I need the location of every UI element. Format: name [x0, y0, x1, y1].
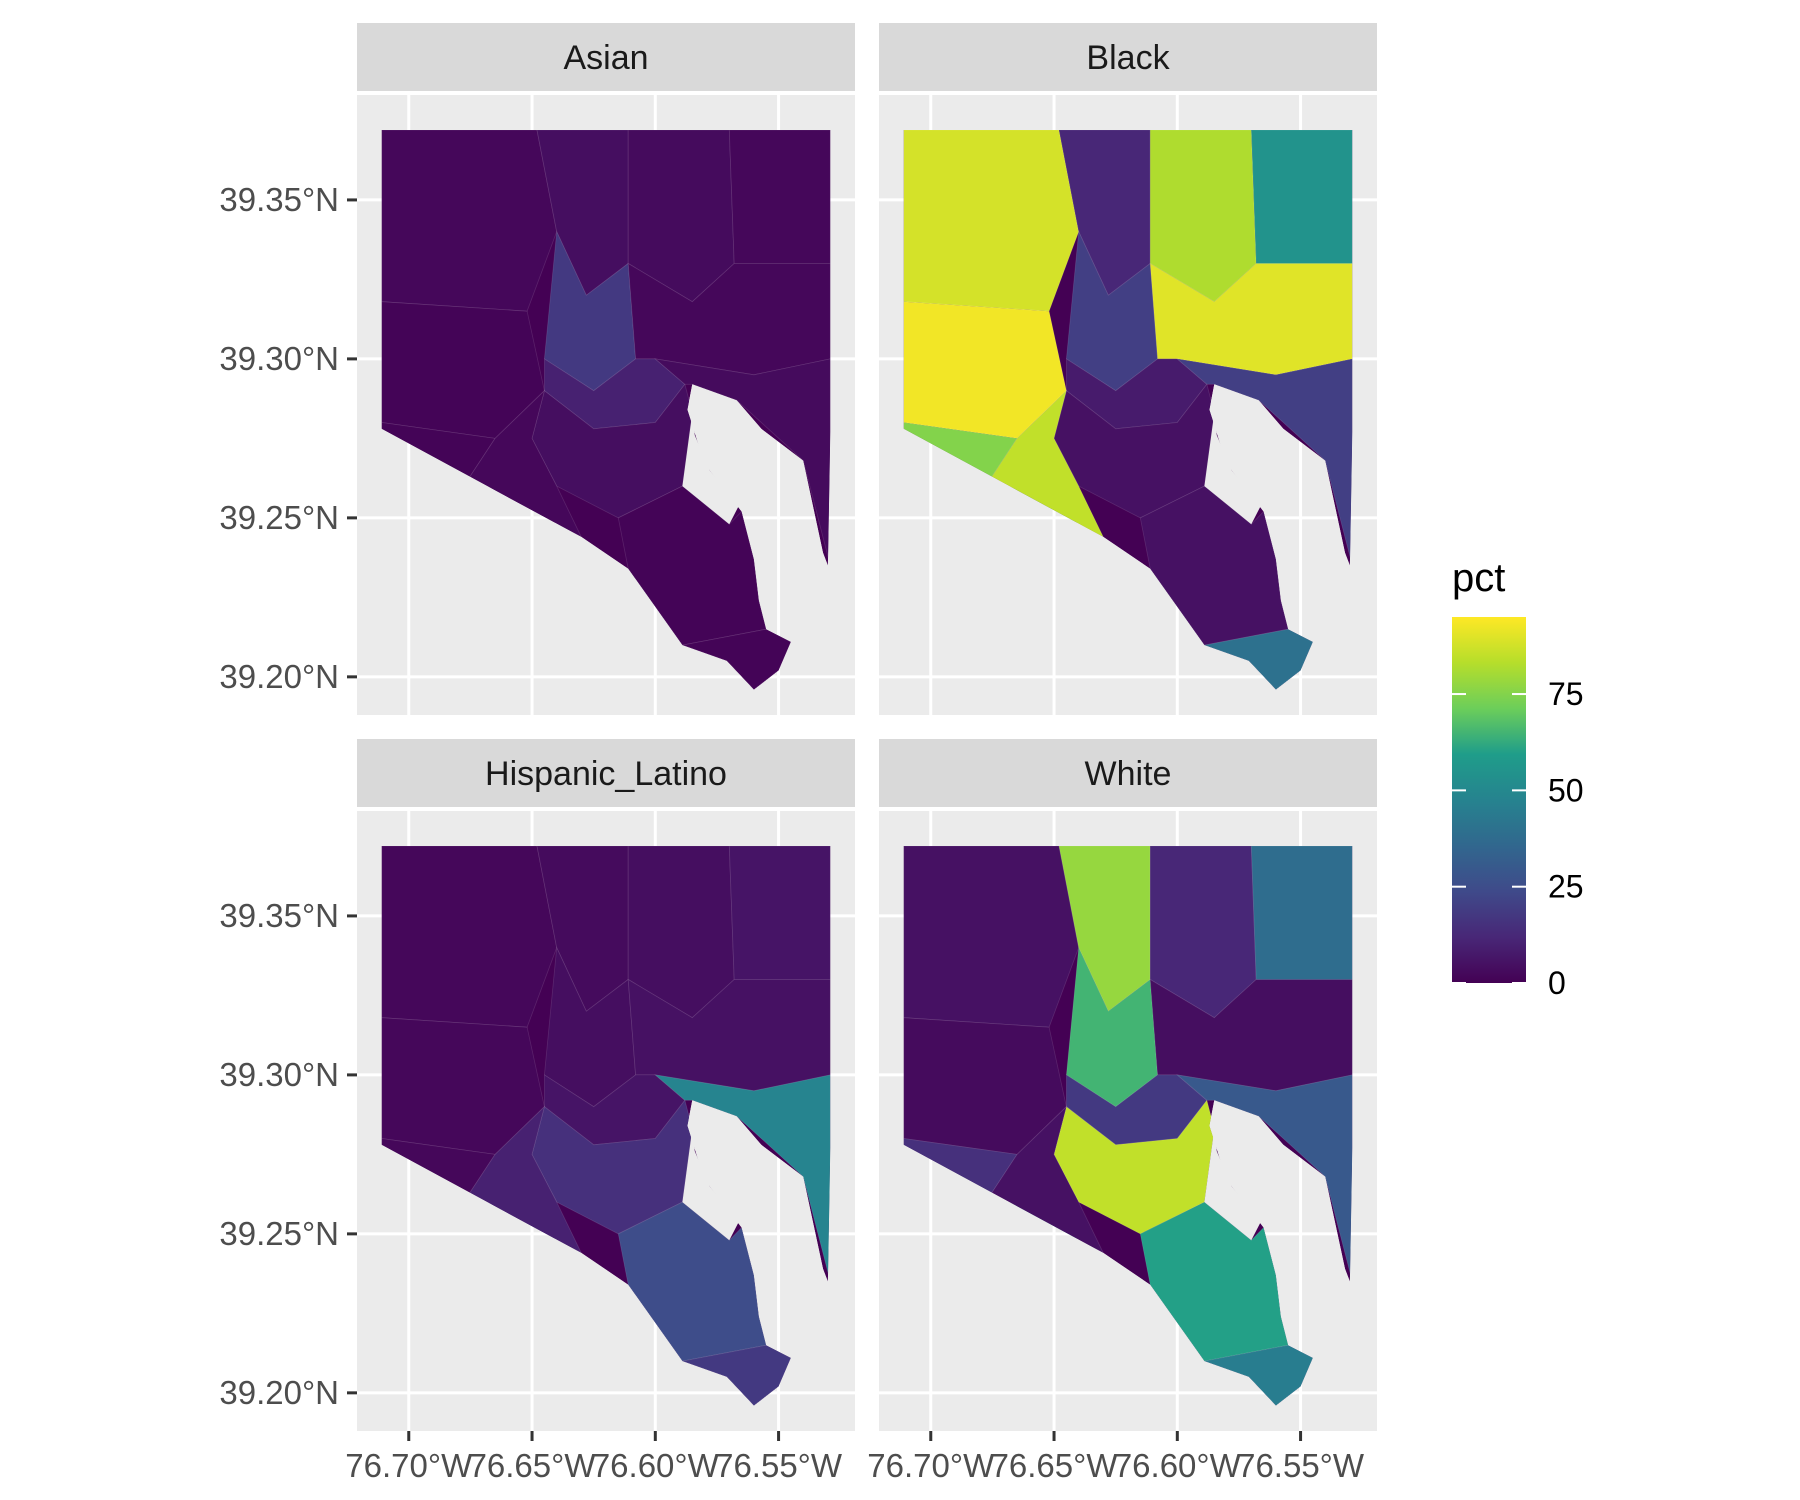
tract-zone-northeast: [1149, 846, 1257, 1019]
tract-zone-southeast: [653, 1074, 831, 1282]
facet-strip: [879, 23, 1377, 91]
y-tick-label: 39.25°N: [219, 499, 339, 536]
facet-strip-label: Black: [1086, 39, 1170, 77]
tract-zone-northwest: [903, 130, 1080, 312]
facet-panel-hispanic-latino: Hispanic_Latino 39.35°N 39.30°N 39.25°N 39.2…: [219, 739, 855, 1484]
tract-zone-northeast: [627, 846, 735, 1019]
legend-tick-label: 75: [1548, 676, 1584, 712]
y-tick-label: 39.30°N: [219, 340, 339, 377]
facet-panel-white: White 76.70°W76.65°W76.60°W76.55°W: [867, 739, 1377, 1484]
y-tick-label: 39.20°N: [219, 1374, 339, 1411]
x-tick-label: 76.60°W: [592, 1447, 720, 1484]
x-tick-label: 76.70°W: [345, 1447, 473, 1484]
x-tick-label: 76.60°W: [1114, 1447, 1242, 1484]
facet-panel-black: Black: [879, 23, 1377, 715]
legend-tick-label: 0: [1548, 965, 1566, 1001]
facet-strip: [357, 739, 855, 807]
tract-zone-northwest: [381, 846, 558, 1028]
tract-zone-far-northeast: [728, 846, 831, 980]
x-tick-label: 76.65°W: [991, 1447, 1119, 1484]
tract-zone-south-peninsula: [1139, 1201, 1289, 1362]
tract-zone-far-south: [1202, 628, 1314, 690]
facet-strip: [357, 23, 855, 91]
x-tick-label: 76.55°W: [715, 1447, 843, 1484]
zone-group: [381, 130, 831, 690]
facet-strip-label: Hispanic_Latino: [485, 755, 727, 793]
x-tick-label: 76.55°W: [1237, 1447, 1365, 1484]
x-tick-label: 76.70°W: [867, 1447, 995, 1484]
harbor-water: [682, 412, 740, 525]
y-tick-label: 39.35°N: [219, 897, 339, 934]
tract-zone-far-south: [680, 1344, 792, 1406]
tract-zone-west-central: [903, 301, 1067, 439]
zone-group: [903, 846, 1353, 1406]
y-tick-label: 39.25°N: [219, 1215, 339, 1252]
tract-zone-southeast: [1175, 358, 1353, 566]
tract-zone-west-central: [381, 301, 545, 439]
zone-group: [903, 130, 1353, 690]
zone-group: [381, 846, 831, 1406]
facet-strip-label: Asian: [563, 39, 648, 77]
harbor-water: [1204, 412, 1262, 525]
harbor-water: [682, 1128, 740, 1241]
facet-panel-asian: Asian 39.35°N 39.30°N 39.25°N 39.20°N: [219, 23, 855, 715]
y-tick-label: 39.35°N: [219, 181, 339, 218]
tract-zone-northwest: [903, 846, 1080, 1028]
x-tick-label: 76.65°W: [469, 1447, 597, 1484]
tract-zone-far-northeast: [728, 130, 831, 264]
legend-tick-label: 50: [1548, 772, 1584, 808]
harbor-water: [1204, 1128, 1262, 1241]
legend-title: pct: [1452, 556, 1505, 600]
tract-zone-northwest: [381, 130, 558, 312]
tract-zone-southeast: [653, 358, 831, 566]
tract-zone-southeast: [1175, 1074, 1353, 1282]
legend-colorbar: [1452, 617, 1526, 983]
tract-zone-far-northeast: [1250, 846, 1353, 980]
tract-zone-far-northeast: [1250, 130, 1353, 264]
y-tick-label: 39.20°N: [219, 658, 339, 695]
y-tick-label: 39.30°N: [219, 1056, 339, 1093]
facet-strip-label: White: [1085, 755, 1172, 793]
tract-zone-far-south: [680, 628, 792, 690]
facet-strip: [879, 739, 1377, 807]
tract-zone-far-south: [1202, 1344, 1314, 1406]
legend-tick-label: 25: [1548, 869, 1584, 905]
